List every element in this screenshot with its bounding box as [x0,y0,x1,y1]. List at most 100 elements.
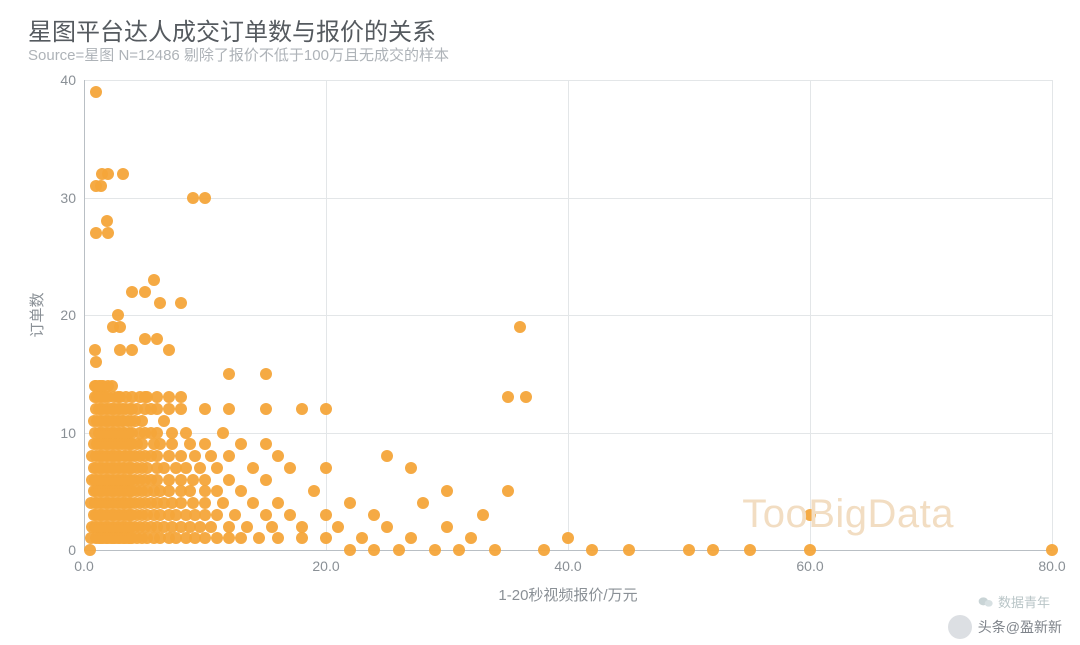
scatter-point [477,509,489,521]
scatter-point [235,438,247,450]
scatter-point [151,450,163,462]
scatter-point [217,497,229,509]
plot-area [84,80,1052,550]
scatter-point [453,544,465,556]
gridline-horizontal [84,80,1052,81]
scatter-point [405,532,417,544]
scatter-point [187,497,199,509]
scatter-point [344,497,356,509]
scatter-point [163,474,175,486]
scatter-point [260,474,272,486]
scatter-point [199,497,211,509]
scatter-point [223,474,235,486]
scatter-point [260,368,272,380]
scatter-point [187,474,199,486]
scatter-point [163,391,175,403]
y-tick-label: 10 [36,425,76,441]
scatter-point [296,403,308,415]
scatter-point [465,532,477,544]
scatter-point [229,509,241,521]
scatter-point [223,532,235,544]
scatter-point [260,438,272,450]
y-axis-line [84,80,85,550]
gridline-horizontal [84,198,1052,199]
scatter-point [199,532,211,544]
scatter-point [158,462,170,474]
scatter-point [95,180,107,192]
scatter-point [502,391,514,403]
scatter-point [163,450,175,462]
scatter-point [175,403,187,415]
x-axis-line [84,550,1052,551]
attribution-label: 头条@盈新新 [978,617,1062,637]
scatter-point [804,544,816,556]
scatter-point [308,485,320,497]
scatter-point [175,474,187,486]
scatter-point [683,544,695,556]
x-tick-label: 80.0 [1038,558,1065,574]
scatter-point [417,497,429,509]
scatter-point [320,462,332,474]
scatter-point [241,521,253,533]
scatter-point [180,462,192,474]
scatter-point [199,192,211,204]
scatter-point [139,333,151,345]
scatter-point [320,509,332,521]
scatter-point [126,344,138,356]
scatter-point [405,462,417,474]
scatter-point [175,497,187,509]
scatter-point [106,380,118,392]
scatter-point [489,544,501,556]
scatter-point [136,415,148,427]
scatter-point [175,450,187,462]
x-tick-label: 40.0 [554,558,581,574]
scatter-point [284,509,296,521]
scatter-point [154,438,166,450]
scatter-point [151,391,163,403]
scatter-point [136,438,148,450]
scatter-point [151,427,163,439]
scatter-point [180,427,192,439]
scatter-point [102,227,114,239]
scatter-point [223,450,235,462]
wechat-icon [978,595,994,609]
scatter-point [163,403,175,415]
scatter-point [223,368,235,380]
x-tick-label: 20.0 [312,558,339,574]
scatter-point [381,521,393,533]
scatter-point [199,509,211,521]
scatter-point [163,485,175,497]
scatter-point [538,544,550,556]
scatter-point [89,344,101,356]
scatter-point [175,297,187,309]
x-tick-label: 60.0 [796,558,823,574]
scatter-point [184,438,196,450]
scatter-point [223,403,235,415]
y-tick-label: 30 [36,190,76,206]
scatter-point [441,485,453,497]
scatter-point [90,356,102,368]
scatter-point [211,462,223,474]
scatter-point [199,485,211,497]
scatter-chart: TooBigData 订单数 1-20秒视频报价/万元 0.020.040.06… [0,0,1080,630]
scatter-point [151,333,163,345]
avatar-icon [948,615,972,639]
gridline-horizontal [84,433,1052,434]
scatter-point [284,462,296,474]
scatter-point [381,450,393,462]
scatter-point [1046,544,1058,556]
scatter-point [187,192,199,204]
scatter-point [272,497,284,509]
scatter-point [502,485,514,497]
scatter-point [84,544,96,556]
scatter-point [266,521,278,533]
scatter-point [235,485,247,497]
scatter-point [158,415,170,427]
scatter-point [514,321,526,333]
scatter-point [194,462,206,474]
scatter-point [189,450,201,462]
scatter-point [163,344,175,356]
scatter-point [112,309,124,321]
scatter-point [217,427,229,439]
scatter-point [126,286,138,298]
